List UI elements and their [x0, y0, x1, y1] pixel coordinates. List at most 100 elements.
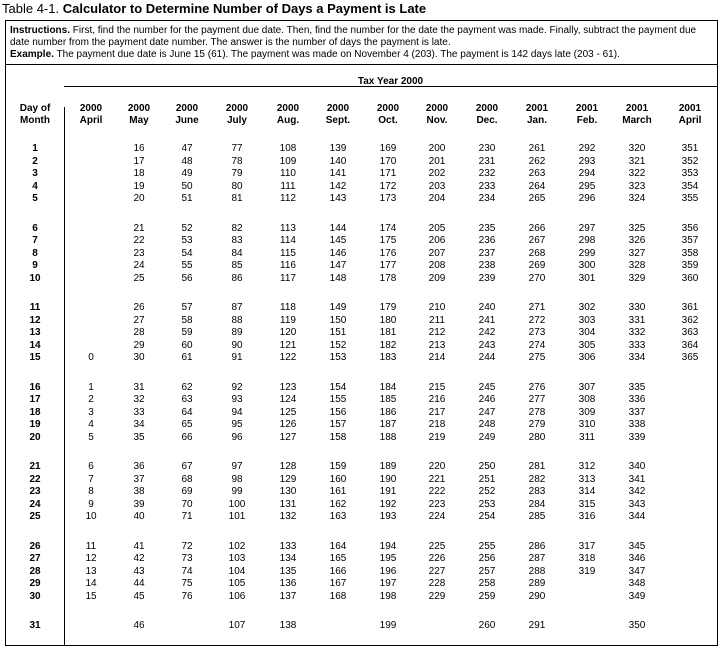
- day-number: 10: [29, 272, 41, 284]
- day-number: 26: [29, 540, 41, 552]
- day-count: 52: [181, 222, 193, 234]
- day-count: 157: [329, 419, 347, 430]
- day-count: 111: [280, 180, 296, 192]
- day-count: 150: [329, 314, 347, 326]
- day-number: 7: [32, 235, 38, 246]
- day-count: 232: [478, 168, 496, 179]
- day-count: 286: [528, 540, 546, 552]
- day-number: 1: [32, 143, 38, 154]
- day-count: 109: [279, 155, 297, 167]
- day-count: 354: [681, 180, 699, 192]
- day-count: 259: [478, 590, 496, 602]
- day-count: 102: [228, 540, 246, 552]
- column-header: Month: [20, 115, 50, 126]
- day-count: 93: [231, 394, 243, 405]
- day-count: 357: [681, 235, 699, 246]
- day-count: 79: [231, 168, 243, 179]
- day-count: 219: [428, 431, 446, 443]
- day-count: 253: [478, 498, 496, 510]
- day-count: 24: [133, 260, 145, 271]
- day-count: 40: [133, 511, 145, 522]
- day-count: 59: [181, 327, 193, 338]
- day-count: 162: [329, 498, 347, 510]
- day-count: 25: [133, 272, 145, 284]
- day-count: 206: [428, 235, 446, 246]
- day-count: 333: [628, 339, 646, 351]
- day-count: 87: [231, 302, 243, 313]
- column-header: 2001: [525, 103, 549, 114]
- table-box: Instructions. First, find the number for…: [5, 20, 718, 646]
- day-count: 309: [578, 406, 596, 418]
- day-count: 220: [428, 461, 446, 472]
- day-count: 334: [628, 352, 646, 363]
- day-number: 21: [29, 461, 41, 472]
- day-count: 85: [231, 260, 243, 271]
- day-count: 324: [628, 193, 646, 204]
- day-count: 284: [528, 498, 546, 510]
- column-header: 2000: [175, 103, 199, 114]
- day-count: 9: [88, 498, 94, 510]
- day-count: 311: [579, 431, 595, 443]
- day-count: 121: [279, 339, 297, 351]
- day-count: 72: [181, 540, 193, 552]
- day-count: 146: [329, 247, 347, 259]
- day-count: 342: [628, 486, 646, 497]
- day-count: 245: [478, 381, 496, 393]
- day-count: 4: [88, 419, 94, 430]
- day-count: 74: [181, 565, 193, 577]
- column-header: May: [129, 115, 149, 126]
- day-count: 114: [280, 235, 296, 246]
- day-count: 181: [379, 327, 397, 338]
- day-count: 30: [133, 352, 145, 363]
- day-count: 28: [133, 327, 145, 338]
- day-count: 139: [329, 143, 347, 154]
- day-count: 227: [428, 565, 446, 577]
- column-header: Nov.: [426, 115, 448, 126]
- day-number: 16: [29, 381, 41, 393]
- day-count: 356: [681, 222, 699, 234]
- column-header: Aug.: [276, 115, 300, 126]
- day-count: 358: [681, 247, 699, 259]
- day-count: 364: [681, 339, 699, 351]
- day-count: 328: [628, 260, 646, 271]
- example: Example. The payment due date is June 15…: [10, 49, 713, 61]
- day-count: 236: [478, 235, 496, 246]
- column-header: 2000: [376, 103, 400, 114]
- day-number: 23: [29, 486, 41, 497]
- day-count: 228: [428, 578, 446, 589]
- column-header: 2000: [326, 103, 350, 114]
- day-count: 237: [478, 247, 496, 259]
- day-count: 0: [88, 352, 94, 363]
- day-count: 268: [528, 247, 546, 259]
- day-count: 260: [478, 620, 496, 631]
- day-count: 249: [478, 431, 496, 443]
- day-number: 17: [29, 394, 41, 405]
- day-count: 209: [428, 272, 446, 284]
- day-count: 257: [478, 565, 496, 577]
- day-count: 246: [478, 394, 496, 405]
- day-count: 44: [133, 578, 145, 589]
- day-count: 267: [528, 235, 546, 246]
- day-count: 1: [88, 381, 94, 393]
- day-count: 129: [279, 473, 297, 485]
- caption-label: Table 4-1.: [2, 1, 60, 16]
- column-header: 2001: [625, 103, 649, 114]
- day-count: 148: [329, 272, 347, 284]
- column-header: Day of: [19, 103, 51, 114]
- day-count: 353: [681, 168, 699, 179]
- day-count: 115: [280, 247, 296, 259]
- day-count: 145: [329, 235, 347, 246]
- day-count: 96: [231, 431, 243, 443]
- day-number: 3: [32, 168, 38, 179]
- day-count: 313: [578, 473, 596, 485]
- day-count: 359: [681, 260, 699, 271]
- day-count: 6: [88, 461, 94, 472]
- column-header: June: [175, 115, 199, 126]
- day-count: 319: [578, 565, 596, 577]
- day-count: 48: [181, 155, 193, 167]
- day-count: 327: [628, 247, 646, 259]
- day-count: 45: [133, 590, 145, 602]
- day-count: 310: [578, 419, 596, 430]
- day-count: 78: [231, 155, 243, 167]
- day-count: 147: [329, 260, 347, 271]
